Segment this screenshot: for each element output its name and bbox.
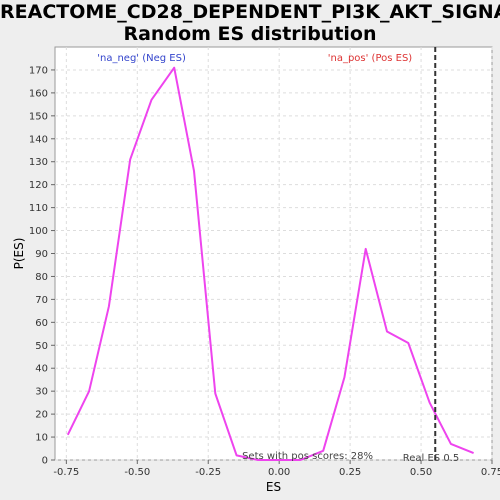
y-tick-label: 20 xyxy=(35,410,48,421)
sets-pos-scores-label: Sets with pos scores: 28% xyxy=(242,451,373,462)
y-tick-label: 80 xyxy=(35,272,48,283)
y-tick-label: 30 xyxy=(35,387,48,398)
y-tick-label: 160 xyxy=(29,88,48,99)
x-tick-label: 0.00 xyxy=(268,467,290,478)
y-tick-label: 40 xyxy=(35,364,48,375)
axes: 0 10 20 30 40 50 60 70 80 90 100 110 120 130 140 150 160… xyxy=(12,65,500,494)
annotations: 'na_neg' (Neg ES) 'na_pos' (Pos ES) Sets w… xyxy=(97,47,459,464)
chart-title-line1: REACTOME_CD28_DEPENDENT_PI3K_AKT_SIGNALI… xyxy=(0,1,500,23)
y-tick-label: 170 xyxy=(29,65,48,76)
x-tick-label: -0.50 xyxy=(124,467,150,478)
distribution-line xyxy=(66,66,474,461)
x-tick-label: -0.75 xyxy=(53,467,79,478)
x-tick-label: 0.50 xyxy=(410,467,432,478)
pos-es-label: 'na_pos' (Pos ES) xyxy=(328,53,413,64)
x-tick-label: -0.25 xyxy=(195,467,221,478)
series xyxy=(66,66,474,461)
y-tick-label: 90 xyxy=(35,249,48,260)
chart-title-line2: Random ES distribution xyxy=(123,23,377,45)
x-axis-title: ES xyxy=(266,480,281,494)
neg-es-label: 'na_neg' (Neg ES) xyxy=(97,53,186,64)
y-tick-label: 110 xyxy=(29,203,48,214)
y-tick-label: 150 xyxy=(29,111,48,122)
y-axis-title: P(ES) xyxy=(12,238,26,270)
y-tick-label: 140 xyxy=(29,134,48,145)
y-tick-label: 50 xyxy=(35,341,48,352)
y-tick-label: 0 xyxy=(42,456,48,467)
y-tick-label: 100 xyxy=(29,226,48,237)
x-tick-label: 0.75 xyxy=(481,467,500,478)
y-tick-label: 10 xyxy=(35,433,48,444)
y-tick-label: 120 xyxy=(29,180,48,191)
y-tick-label: 70 xyxy=(35,295,48,306)
y-tick-label: 60 xyxy=(35,318,48,329)
x-tick-label: 0.25 xyxy=(339,467,361,478)
grid xyxy=(55,47,493,461)
y-tick-label: 130 xyxy=(29,157,48,168)
real-es-label: Real ES 0.5 xyxy=(403,453,459,464)
